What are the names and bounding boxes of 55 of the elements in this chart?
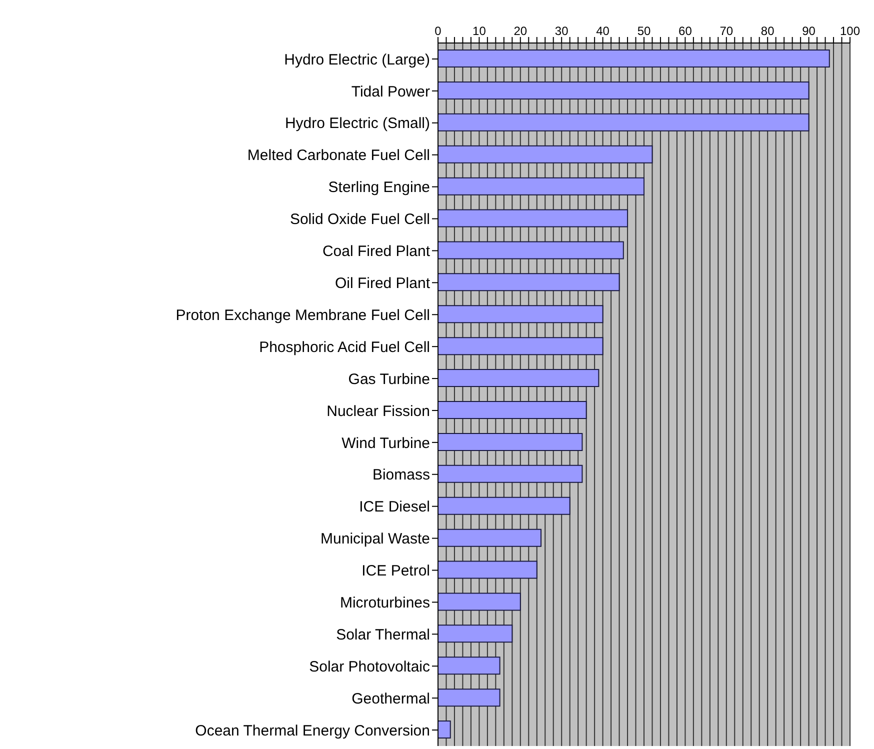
bar xyxy=(438,560,538,579)
bar xyxy=(438,81,810,100)
x-tick-label: 80 xyxy=(760,24,775,38)
y-tick-label: Solar Photovoltaic xyxy=(309,658,430,676)
y-tick-label: Tidal Power xyxy=(351,83,430,100)
y-tick-label: Microturbines xyxy=(340,594,430,612)
x-tick-label: 40 xyxy=(596,24,610,38)
bar xyxy=(438,305,604,324)
y-tick-label: ICE Petrol xyxy=(362,562,430,580)
x-tick-label: 30 xyxy=(554,24,569,38)
x-tick-label: 50 xyxy=(637,24,651,38)
bar xyxy=(438,464,583,483)
bar xyxy=(438,177,644,196)
y-tick-label: Proton Exchange Membrane Fuel Cell xyxy=(176,306,430,324)
bar xyxy=(438,209,628,228)
x-tick-label: 100 xyxy=(840,24,860,38)
x-tick-label: 70 xyxy=(720,24,734,38)
y-tick-label: Solar Thermal xyxy=(336,626,430,644)
y-tick-label: Gas Turbine xyxy=(348,370,430,388)
bar xyxy=(438,50,830,68)
x-tick-label: 0 xyxy=(434,24,442,38)
y-tick-label: Wind Turbine xyxy=(342,434,430,452)
bar xyxy=(438,624,513,643)
x-tick-label: 20 xyxy=(514,24,528,38)
bar xyxy=(438,592,521,611)
y-tick-label: Solid Oxide Fuel Cell xyxy=(290,211,430,228)
bar xyxy=(438,369,600,388)
y-tick-label: Municipal Waste xyxy=(320,530,430,548)
bar xyxy=(438,273,620,292)
bar xyxy=(438,432,583,451)
bar xyxy=(438,241,624,260)
bar xyxy=(438,720,451,739)
y-tick-label: ICE Diesel xyxy=(359,498,430,516)
y-tick-label: Geothermal xyxy=(352,690,430,708)
y-tick-label: Hydro Electric (Small) xyxy=(284,115,430,132)
bar xyxy=(438,113,810,132)
x-tick-label: 60 xyxy=(678,24,692,38)
y-tick-label: Oil Fired Plant xyxy=(334,274,431,292)
bar xyxy=(438,688,500,707)
y-tick-label: Ocean Thermal Energy Conversion xyxy=(195,722,430,740)
bar xyxy=(438,145,653,164)
bar xyxy=(438,401,587,419)
y-tick-label: Nuclear Fission xyxy=(326,402,430,420)
bar xyxy=(438,496,570,515)
y-tick-label: Hydro Electric (Large) xyxy=(284,51,430,68)
x-tick-label: 90 xyxy=(802,24,816,38)
y-tick-label: Sterling Engine xyxy=(328,179,430,196)
y-tick-label: Coal Fired Plant xyxy=(322,243,431,260)
x-tick-label: 10 xyxy=(472,24,486,38)
bar xyxy=(438,528,542,547)
bar xyxy=(438,337,604,356)
y-tick-label: Melted Carbonate Fuel Cell xyxy=(247,147,430,164)
bar xyxy=(438,656,500,675)
y-tick-label: Phosphoric Acid Fuel Cell xyxy=(259,338,430,356)
y-tick-label: Biomass xyxy=(372,466,430,484)
